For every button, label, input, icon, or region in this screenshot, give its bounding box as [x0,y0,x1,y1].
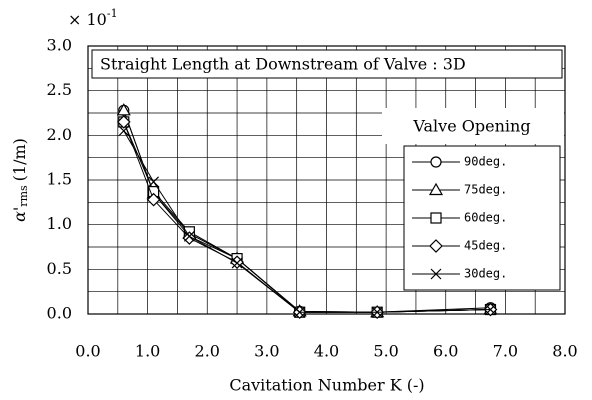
x-axis-label: Cavitation Number K (-) [229,376,424,395]
y-tick-label: 2.5 [47,80,72,99]
legend-label: 45deg. [464,239,507,253]
marker [183,230,195,242]
legend-label: 30deg. [464,267,507,281]
marker [182,231,197,245]
x-tick-label: 8.0 [552,342,577,361]
y-tick-label: 0.0 [47,304,72,323]
legend-marker [429,239,443,253]
legend-label: 75deg. [464,183,507,197]
marker [146,192,161,207]
y-tick-label: 1.5 [47,170,72,189]
marker [485,304,496,315]
legend-title: Valve Opening [412,117,530,136]
y-tick-label: 1.0 [47,214,72,233]
legend-marker [430,268,442,280]
marker [231,257,243,269]
marker [148,176,160,188]
y-tick-label: 2.0 [47,125,72,144]
legend-label: 60deg. [464,211,507,225]
legend-marker [430,156,442,168]
marker [294,306,306,318]
x-tick-label: 7.0 [493,342,518,361]
annotation-box [91,49,563,79]
y-label-unit: (1/m) [10,138,29,181]
plot-frame [87,45,566,315]
x-tick-label: 4.0 [314,342,339,361]
annotation: Straight Length at Downstream of Valve :… [100,55,466,74]
legend-marker [428,182,444,196]
legend-title-box [382,108,564,144]
marker [118,125,130,137]
x-tick-label: 6.0 [433,342,458,361]
y-tick-label: 0.5 [47,259,72,278]
legend-label: 90deg. [464,155,507,169]
marker [116,103,131,116]
y-scale-base: × 10 [68,10,107,29]
y-label-symbol: α' [10,207,29,222]
y-scale-exponent: -1 [107,7,118,20]
legend-marker [430,212,442,224]
marker [371,306,383,318]
x-tick-label: 5.0 [373,342,398,361]
y-label-sub: rms [17,185,30,207]
x-tick-label: 0.0 [75,342,100,361]
y-tick-label: 3.0 [47,36,72,55]
y-axis-label: α'rms (1/m) [10,138,31,222]
y-scale: × 10-1 [68,7,118,29]
marker [116,115,131,129]
x-tick-label: 1.0 [135,342,160,361]
x-tick-label: 3.0 [254,342,279,361]
x-tick-label: 2.0 [195,342,220,361]
